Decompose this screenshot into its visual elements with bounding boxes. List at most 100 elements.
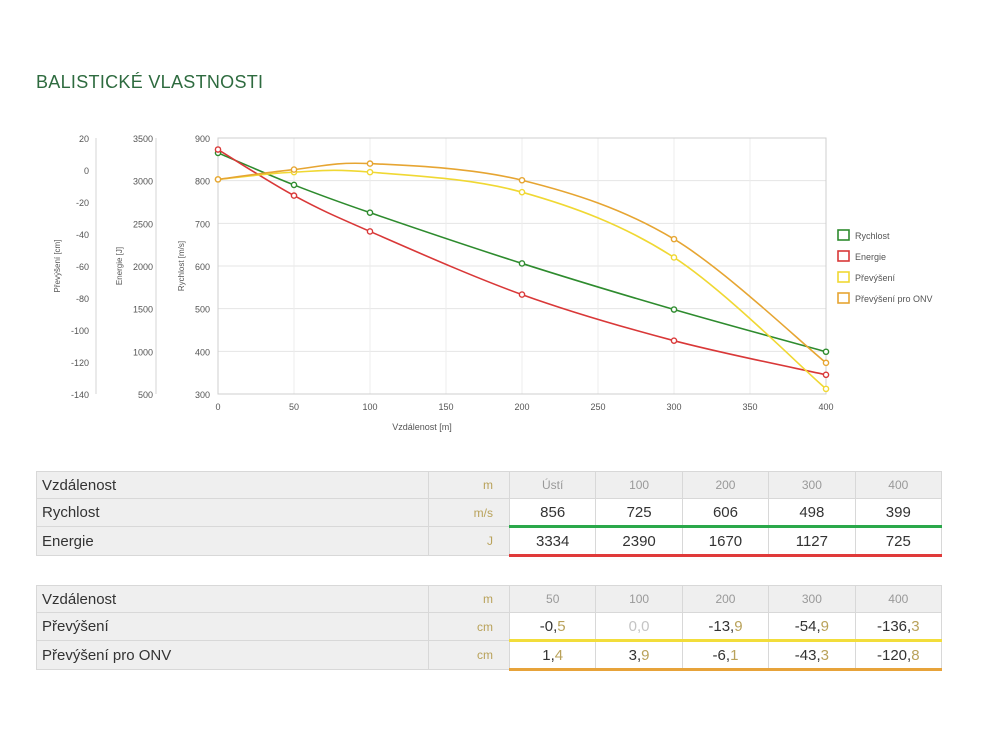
value-cell: 2390 (595, 526, 683, 557)
table-header-row: Vzdálenost m 50 100 200 300 400 (36, 585, 943, 613)
table-drop: Vzdálenost m 50 100 200 300 400 Převýšení cm -0,5… (36, 585, 943, 671)
value-cell: 606 (681, 498, 770, 528)
value-fraction: 9 (734, 617, 743, 635)
y-tick-label-energy: 1000 (133, 347, 153, 357)
table-row: Rychlost m/s 856 725 606 498 399 (36, 498, 943, 528)
value-fraction: 9 (641, 646, 650, 664)
value-integer: 725 (885, 532, 911, 550)
y-tick-label-drop: -80 (76, 294, 89, 304)
data-point (670, 235, 678, 243)
y-tick-label-drop: -40 (76, 230, 89, 240)
value-cell: -6,1 (681, 640, 770, 671)
row-label: Rychlost (36, 498, 429, 527)
value-fraction: 4 (554, 646, 564, 664)
value-cell: -0,5 (508, 612, 597, 642)
value-fraction: 3 (820, 646, 829, 664)
data-point (822, 348, 830, 356)
value-fraction: 8 (911, 646, 920, 664)
row-unit: m (428, 471, 510, 499)
page-title: BALISTICKÉ VLASTNOSTI (36, 72, 264, 92)
value-integer: -43, (794, 646, 821, 664)
value-cell: 725 (854, 526, 943, 557)
column-header: 400 (854, 585, 943, 613)
x-axis-title: Vzdálenost [m] (392, 422, 452, 432)
row-unit: m (428, 585, 510, 613)
data-point (366, 209, 374, 216)
column-header: 300 (768, 471, 856, 499)
row-unit: cm (428, 612, 510, 641)
table-row: Energie J 3334 2390 1670 1127 725 (36, 526, 943, 557)
value-integer: -136, (877, 617, 912, 635)
legend-swatch (837, 250, 850, 262)
y-axis-title-energy: Energie [J] (115, 247, 124, 285)
y-tick-label-drop: 0 (84, 166, 89, 176)
value-cell: 1127 (768, 526, 856, 557)
data-point (518, 260, 526, 267)
column-header: 300 (768, 585, 856, 613)
value-fraction: 9 (820, 617, 829, 635)
plot-border (217, 137, 827, 395)
y-tick-label-energy: 2000 (133, 262, 153, 272)
row-unit: m/s (428, 498, 510, 527)
legend-label: Rychlost (855, 231, 890, 241)
value-cell: 1670 (681, 526, 770, 557)
value-cell: 399 (854, 498, 943, 528)
row-label: Energie (36, 526, 429, 556)
table-header-row: Vzdálenost m Ústí 100 200 300 400 (36, 471, 943, 499)
y-tick-label-speed: 900 (195, 134, 210, 144)
y-tick-label-energy: 3500 (133, 134, 153, 144)
x-tick-label: 0 (215, 402, 220, 412)
value-cell: 0,0 (595, 612, 683, 642)
x-tick-label: 50 (289, 402, 299, 412)
legend-label: Převýšení pro ONV (855, 294, 933, 304)
value-cell: 856 (508, 498, 597, 528)
row-unit: cm (428, 640, 510, 670)
row-unit: J (428, 526, 510, 556)
y-tick-label-energy: 2500 (133, 219, 153, 229)
value-cell: -43,3 (768, 640, 856, 671)
column-header: 200 (681, 471, 770, 499)
value-fraction: 5 (557, 617, 566, 635)
value-cell: -54,9 (768, 612, 856, 642)
row-label: Převýšení pro ONV (36, 640, 429, 670)
value-integer: -54, (794, 617, 821, 635)
value-integer: 399 (885, 503, 911, 521)
x-tick-label: 300 (666, 402, 681, 412)
table-row: Převýšení pro ONV cm 1,4 3,9 -6,1 -43,3 -120,8 (36, 640, 943, 671)
data-point (518, 291, 526, 298)
y-tick-label-drop: -140 (71, 390, 89, 400)
data-point (518, 188, 526, 196)
row-label: Převýšení (36, 612, 429, 641)
value-cell: -136,3 (854, 612, 943, 642)
y-tick-label-speed: 300 (195, 390, 210, 400)
legend-label: Převýšení (855, 273, 896, 283)
y-tick-label-drop: -100 (71, 326, 89, 336)
x-tick-label: 250 (590, 402, 605, 412)
value-integer: 3334 (536, 532, 570, 550)
y-tick-label-energy: 1500 (133, 305, 153, 315)
data-point (670, 254, 678, 261)
data-point (290, 166, 298, 173)
y-axis-title-speed: Rychlost [m/s] (177, 241, 186, 291)
column-header: 400 (854, 471, 943, 499)
y-tick-label-drop: -60 (76, 262, 89, 272)
row-label: Vzdálenost (36, 585, 429, 613)
value-cell: 498 (768, 498, 856, 528)
legend-swatch (837, 292, 850, 304)
legend-label: Energie (855, 252, 886, 262)
value-cell: 3334 (508, 526, 597, 557)
data-point (670, 306, 678, 313)
value-integer: 725 (626, 503, 652, 521)
value-integer: 1127 (795, 532, 828, 550)
value-integer: 856 (540, 503, 566, 521)
data-point (366, 168, 374, 176)
y-tick-label-speed: 500 (195, 305, 210, 315)
legend-swatch (837, 229, 850, 241)
y-tick-label-drop: -120 (71, 358, 89, 368)
value-integer: -13, (708, 617, 735, 635)
value-integer: 0,0 (628, 617, 650, 635)
value-fraction: 3 (911, 617, 920, 635)
x-tick-label: 350 (742, 402, 757, 412)
table-row: Převýšení cm -0,5 0,0 -13,9 -54,9 -136,3 (36, 612, 943, 642)
